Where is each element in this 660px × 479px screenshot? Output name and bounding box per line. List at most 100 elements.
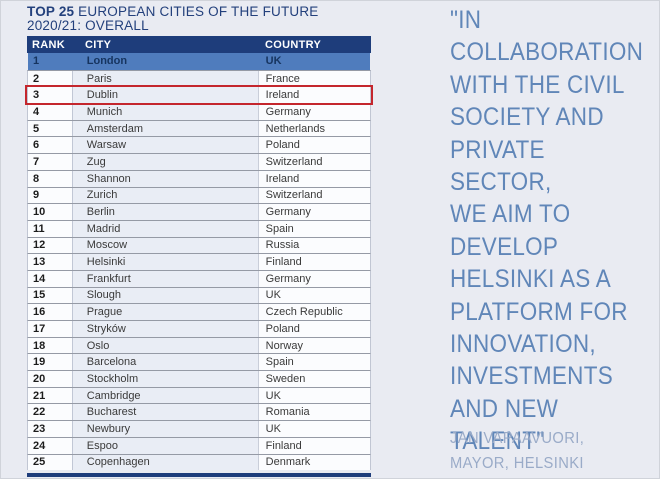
city-cell: Helsinki (71, 254, 258, 270)
city-cell: Bucharest (71, 404, 258, 421)
table-row: 21 Cambridge UK (27, 386, 371, 404)
table-row: 1 London UK (27, 53, 371, 70)
country-cell: UK (257, 53, 370, 70)
table-row: 6 Warsaw Poland (27, 136, 371, 154)
rank-cell: 13 (28, 254, 72, 270)
title-line2: 2020/21: OVERALL (27, 18, 149, 33)
city-cell: Warsaw (71, 137, 258, 154)
city-cell: Shannon (71, 170, 258, 187)
ranking-table: RANK CITY COUNTRY 1 London UK 2 Paris France 3… (25, 36, 373, 478)
city-cell: Oslo (71, 337, 258, 354)
city-cell: Munich (71, 104, 258, 120)
city-cell: Madrid (71, 220, 258, 237)
country-cell: Germany (257, 104, 370, 120)
table-row: 18 Oslo Norway (27, 336, 371, 354)
header-rank: RANK (32, 38, 65, 51)
city-cell: Prague (71, 304, 258, 320)
table-row: 17 Stryków Poland (27, 320, 371, 337)
rank-cell: 4 (28, 104, 72, 120)
rank-cell: 20 (28, 371, 72, 387)
country-cell: Norway (257, 337, 370, 354)
rank-cell: 2 (28, 70, 72, 87)
title-rest: EUROPEAN CITIES OF THE FUTURE (74, 4, 319, 19)
rank-cell: 22 (28, 404, 72, 421)
table-row: 9 Zurich Switzerland (27, 186, 371, 204)
table-header-row: RANK CITY COUNTRY (27, 36, 371, 53)
table-row: 22 Bucharest Romania (27, 403, 371, 421)
country-cell: UK (257, 287, 370, 304)
table-row: 4 Munich Germany (27, 103, 371, 120)
header-city: CITY (85, 38, 112, 51)
city-cell: Dublin (71, 87, 258, 104)
table-footer-bar (27, 473, 371, 478)
city-cell: Stryków (71, 321, 258, 337)
country-cell: Sweden (257, 371, 370, 387)
city-cell: Slough (71, 287, 258, 304)
rank-cell: 10 (28, 204, 72, 220)
city-cell: Newbury (71, 421, 258, 437)
country-cell: Poland (257, 321, 370, 337)
table-row: 16 Prague Czech Republic (27, 303, 371, 320)
country-cell: Spain (257, 354, 370, 371)
table-row: 12 Moscow Russia (27, 236, 371, 254)
country-cell: UK (257, 421, 370, 437)
rank-cell: 19 (28, 354, 72, 371)
city-cell: Paris (71, 70, 258, 87)
table-row: 23 Newbury UK (27, 420, 371, 437)
country-cell: UK (257, 387, 370, 404)
table-row: 7 Zug Switzerland (27, 153, 371, 170)
country-cell: Ireland (257, 170, 370, 187)
country-cell: Germany (257, 270, 370, 287)
country-cell: Spain (257, 220, 370, 237)
city-cell: Frankfurt (71, 270, 258, 287)
table-row: 14 Frankfurt Germany (27, 269, 371, 287)
city-cell: Espoo (71, 437, 258, 454)
rank-cell: 7 (28, 154, 72, 170)
country-cell: Finland (257, 254, 370, 270)
country-cell: Russia (257, 237, 370, 254)
country-cell: Denmark (257, 454, 370, 471)
table-row: 2 Paris France (27, 69, 371, 87)
country-cell: Poland (257, 137, 370, 154)
quote-attribution: JAN VAPAAVUORI, MAYOR, HELSINKI (450, 430, 585, 472)
table-row: 13 Helsinki Finland (27, 253, 371, 270)
table-row: 5 Amsterdam Netherlands (27, 119, 371, 137)
rank-cell: 25 (28, 454, 72, 471)
rank-cell: 8 (28, 170, 72, 187)
city-cell: Amsterdam (71, 120, 258, 137)
rank-cell: 1 (28, 53, 72, 70)
rank-cell: 23 (28, 421, 72, 437)
rank-cell: 5 (28, 120, 72, 137)
country-cell: Czech Republic (257, 304, 370, 320)
table-row: 11 Madrid Spain (27, 219, 371, 237)
city-cell: Cambridge (71, 387, 258, 404)
rank-cell: 16 (28, 304, 72, 320)
city-cell: Zug (71, 154, 258, 170)
country-cell: Netherlands (257, 120, 370, 137)
city-cell: Stockholm (71, 371, 258, 387)
rank-cell: 3 (28, 87, 72, 104)
rank-cell: 9 (28, 187, 72, 204)
title-top25: TOP 25 (27, 4, 75, 19)
table-row: 24 Espoo Finland (27, 436, 371, 454)
rank-cell: 14 (28, 270, 72, 287)
pull-quote: "IN COLLABORATION WITH THE CIVIL SOCIETY… (450, 6, 644, 456)
table-body: 1 London UK 2 Paris France 3 Dublin Ireland 4 Muni… (25, 53, 373, 471)
table-row: 10 Berlin Germany (27, 203, 371, 220)
city-cell: Copenhagen (71, 454, 258, 471)
country-cell: Romania (257, 404, 370, 421)
country-cell: Finland (257, 437, 370, 454)
city-cell: Berlin (71, 204, 258, 220)
table-row: 20 Stockholm Sweden (27, 370, 371, 387)
country-cell: Switzerland (257, 187, 370, 204)
rank-cell: 24 (28, 437, 72, 454)
country-cell: Switzerland (257, 154, 370, 170)
table-row: 8 Shannon Ireland (27, 169, 371, 187)
header-country: COUNTRY (265, 38, 322, 51)
country-cell: Germany (257, 204, 370, 220)
country-cell: France (257, 70, 370, 87)
city-cell: London (71, 53, 258, 70)
table-row: 25 Copenhagen Denmark (27, 453, 371, 471)
rank-cell: 11 (28, 220, 72, 237)
city-cell: Moscow (71, 237, 258, 254)
